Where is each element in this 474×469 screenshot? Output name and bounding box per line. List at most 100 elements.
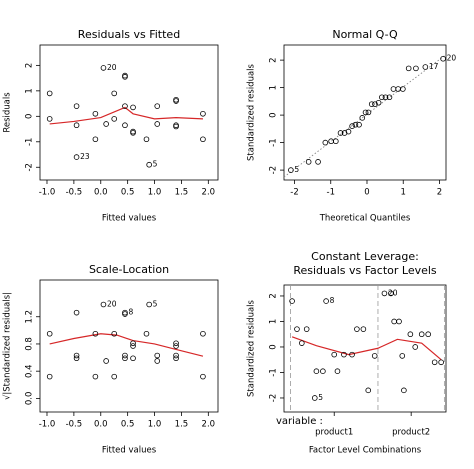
data-point [405, 65, 412, 72]
data-point [100, 301, 107, 308]
data-point [103, 121, 109, 127]
data-point [173, 122, 179, 129]
x-tick-label: 1.0 [148, 188, 162, 198]
x-axis-label: Fitted values [102, 214, 157, 224]
data-point [431, 359, 438, 366]
data-point [313, 368, 320, 374]
data-point [305, 159, 312, 165]
point-label: 5 [294, 165, 299, 174]
data-point [438, 359, 444, 366]
x-tick-label: 1.5 [175, 420, 189, 430]
y-tick-label: 1 [269, 319, 279, 324]
data-point [288, 167, 294, 173]
point-label: 5 [153, 160, 158, 169]
data-point [92, 373, 99, 380]
data-point [322, 139, 329, 146]
y-tick-label: 2 [25, 63, 35, 68]
point-label: 20 [447, 54, 457, 63]
point-label: 23 [80, 152, 90, 161]
y-axis-label: Standardized residuals [247, 299, 257, 396]
x-axis-label: Theoretical Quantiles [319, 214, 411, 224]
data-point [122, 103, 128, 109]
data-point [311, 395, 318, 401]
data-point [111, 373, 118, 380]
y-tick-label: 1 [269, 85, 279, 90]
data-point [337, 130, 344, 136]
x-tick-label: 0.0 [94, 420, 108, 430]
data-point [422, 64, 429, 70]
data-point [334, 368, 341, 374]
y-tick-label: 2 [269, 57, 279, 62]
data-point [73, 309, 80, 316]
data-point [379, 94, 385, 101]
point-label: 5 [153, 299, 158, 308]
data-point [154, 358, 161, 364]
y-tick-label: 0 [25, 114, 35, 119]
data-point [356, 121, 362, 128]
point-label: 8 [128, 308, 133, 317]
data-point [200, 136, 206, 143]
data-point [92, 110, 99, 117]
point-label: 17 [429, 62, 439, 71]
y-tick-label: 0 [269, 112, 279, 117]
chart-title: Constant Leverage: [311, 250, 419, 263]
point-label: 20 [107, 299, 117, 308]
data-point [111, 90, 118, 97]
plot-frame [283, 44, 447, 181]
x-tick-label: -0.5 [66, 188, 83, 198]
point-label: 5 [318, 393, 323, 402]
data-point [388, 290, 394, 297]
x-tick-label: 0.5 [121, 420, 135, 430]
data-point [173, 343, 179, 349]
point-label: 20 [107, 63, 117, 72]
data-point [359, 115, 366, 121]
data-point [154, 103, 161, 109]
chart-title: Residuals vs Factor Levels [293, 264, 437, 277]
x-tick-label: 0 [364, 188, 369, 198]
y-tick-label: 2 [269, 293, 279, 298]
data-point [382, 94, 389, 101]
plot-frame [39, 44, 219, 181]
data-point [143, 136, 150, 143]
data-point [200, 110, 206, 117]
x-tick-label: 1.5 [175, 188, 189, 198]
y-tick-label: -2 [269, 166, 279, 174]
x-tick-label: 2 [437, 188, 442, 198]
data-point [46, 90, 53, 97]
data-point [111, 116, 118, 122]
x-axis-label: Factor Level Combinations [309, 446, 422, 456]
chart-title: Residuals vs Fitted [78, 28, 180, 41]
data-point [418, 331, 425, 338]
plot-frame [283, 284, 447, 413]
data-point [200, 330, 206, 337]
x-tick-label: -2 [290, 188, 298, 198]
y-tick-label: 0.8 [25, 337, 35, 351]
data-point [349, 351, 355, 358]
data-point [200, 373, 206, 380]
data-point [333, 138, 339, 145]
data-point [173, 355, 179, 362]
data-point [299, 340, 305, 346]
data-point [173, 96, 179, 103]
data-point [92, 330, 99, 337]
data-point [46, 116, 53, 122]
reference-line [283, 54, 447, 178]
data-point [111, 330, 118, 337]
data-point [73, 352, 80, 359]
data-point [303, 326, 310, 332]
data-point [154, 121, 161, 127]
data-point [122, 352, 128, 359]
data-point [320, 368, 326, 374]
data-point [122, 122, 128, 129]
y-tick-label: 1.2 [25, 310, 35, 324]
category-label: product2 [392, 428, 430, 438]
data-point [372, 101, 378, 107]
x-tick-label: -1 [327, 188, 335, 198]
y-tick-label: -2 [25, 163, 35, 171]
y-tick-label: 0.0 [25, 392, 35, 406]
y-axis-label: Standardized residuals [247, 63, 257, 160]
y-tick-label: -1 [269, 138, 279, 146]
data-point [440, 55, 446, 62]
data-point [360, 326, 367, 332]
